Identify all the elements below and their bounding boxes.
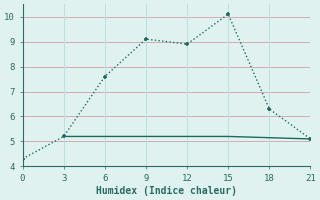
X-axis label: Humidex (Indice chaleur): Humidex (Indice chaleur): [96, 186, 237, 196]
